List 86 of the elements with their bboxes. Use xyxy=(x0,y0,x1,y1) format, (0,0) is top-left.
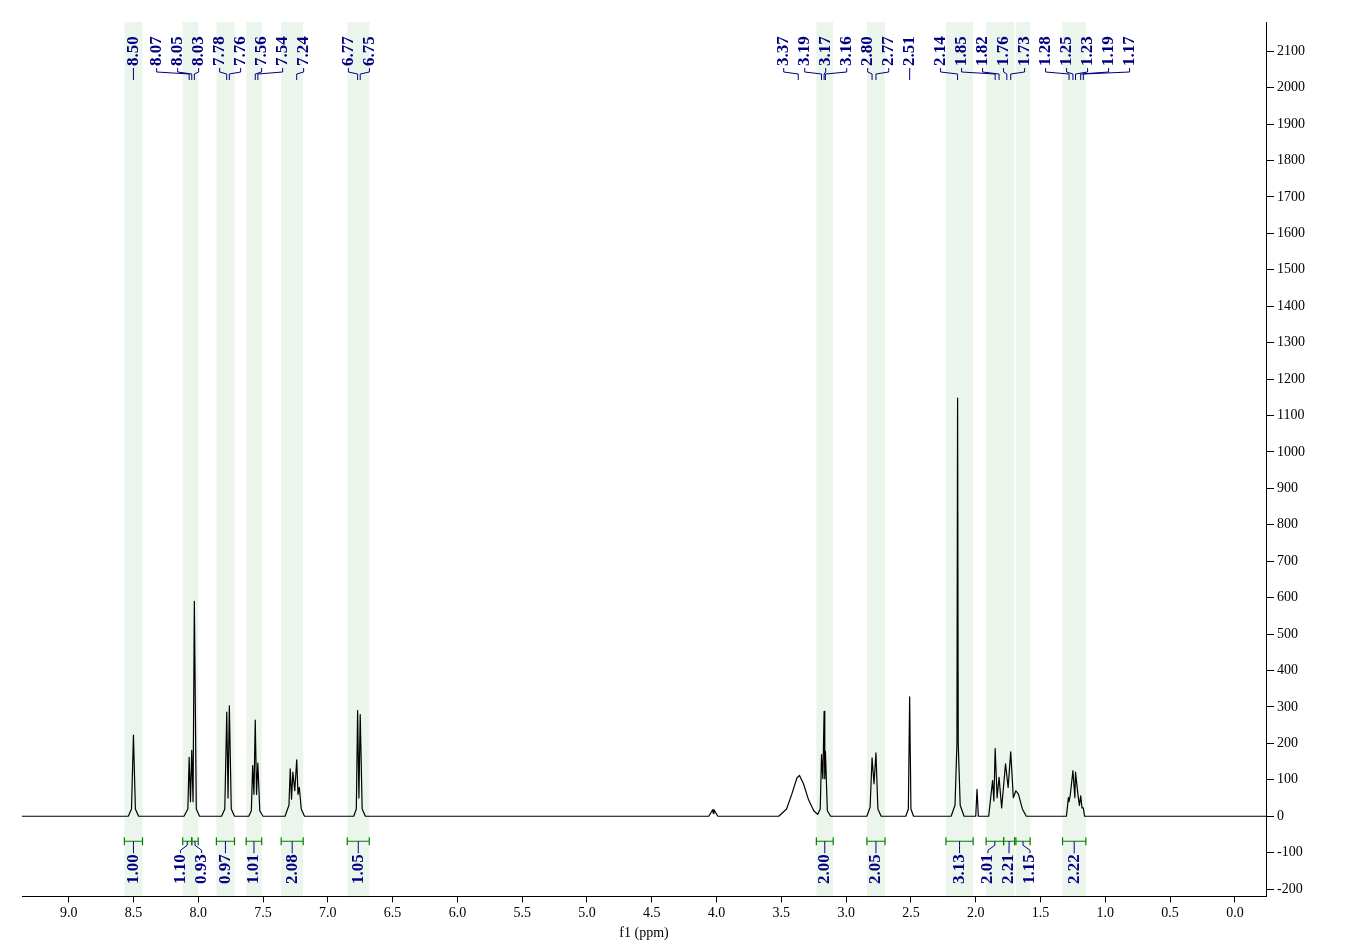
band-label: 1.05 xyxy=(347,854,367,884)
annotation: 2.80 xyxy=(857,36,877,66)
y-tick-label: 1700 xyxy=(1277,188,1305,204)
y-tick-label: 1400 xyxy=(1277,297,1305,313)
annotation: 6.75 xyxy=(358,36,378,66)
band-label: 2.01 xyxy=(977,854,997,884)
annotation: 1.82 xyxy=(971,36,991,66)
annotation: 3.16 xyxy=(836,36,856,66)
x-tick-label: 5.5 xyxy=(513,905,531,921)
annotation: 1.23 xyxy=(1076,36,1096,66)
y-tick-label: 1200 xyxy=(1277,370,1305,386)
band-label: 1.00 xyxy=(122,854,142,884)
annotation: 1.19 xyxy=(1097,36,1117,66)
annotation: 1.73 xyxy=(1013,36,1033,66)
y-tick-label: 1100 xyxy=(1277,407,1305,423)
x-tick-label: 8.5 xyxy=(124,905,143,921)
y-tick-label: 1800 xyxy=(1277,152,1305,168)
annotation: 7.56 xyxy=(251,36,271,66)
x-tick-label: 4.0 xyxy=(707,905,726,921)
annotation: 2.14 xyxy=(929,35,949,66)
x-tick-label: 5.0 xyxy=(578,905,596,921)
x-tick-label: 2.5 xyxy=(902,905,920,921)
band-label: 2.00 xyxy=(814,854,834,884)
band-label: 1.01 xyxy=(243,854,263,884)
x-tick-label: 0.0 xyxy=(1226,905,1244,921)
annotation: 8.50 xyxy=(122,36,142,66)
x-tick-label: 1.0 xyxy=(1096,905,1115,921)
y-tick-label: 1500 xyxy=(1277,261,1305,277)
annotation: 3.19 xyxy=(794,36,814,66)
x-tick-label: 1.5 xyxy=(1031,905,1050,921)
annotation: 8.03 xyxy=(188,36,208,66)
y-tick-label: 300 xyxy=(1277,698,1298,714)
x-tick-label: 8.0 xyxy=(189,905,207,921)
x-tick-label: 9.0 xyxy=(59,905,78,921)
annotation: 7.54 xyxy=(272,35,292,66)
annotation: 1.85 xyxy=(950,36,970,66)
band-label: 0.93 xyxy=(191,854,210,884)
y-tick-label: 400 xyxy=(1277,662,1298,678)
x-tick-label: 2.0 xyxy=(966,905,985,921)
y-tick-label: 1900 xyxy=(1277,115,1305,131)
y-tick-label: 1300 xyxy=(1277,334,1305,350)
band-label: 2.22 xyxy=(1063,854,1083,884)
annotation: 8.07 xyxy=(146,35,166,66)
y-tick-label: 700 xyxy=(1277,552,1298,568)
y-tick-label: 900 xyxy=(1277,480,1298,496)
y-tick-label: 1000 xyxy=(1277,443,1305,459)
annotation: 7.78 xyxy=(209,36,229,66)
y-tick-label: 600 xyxy=(1277,589,1298,605)
y-tick-label: 2100 xyxy=(1277,42,1305,58)
y-tick-label: 100 xyxy=(1277,771,1298,787)
x-tick-label: 0.5 xyxy=(1161,905,1179,921)
band-label: 0.97 xyxy=(214,853,234,884)
annotation: 3.17 xyxy=(815,35,835,66)
x-tick-label: 3.5 xyxy=(772,905,791,921)
annotation: 2.51 xyxy=(899,36,919,66)
x-axis-title: f1 (ppm) xyxy=(619,925,670,942)
annotation: 7.24 xyxy=(293,35,313,66)
x-tick-label: 3.0 xyxy=(837,905,855,921)
y-tick-label: 2000 xyxy=(1277,79,1305,95)
y-tick-label: 800 xyxy=(1277,516,1298,532)
annotation: 6.77 xyxy=(337,35,357,66)
band-label: 2.05 xyxy=(865,854,885,884)
annotation: 1.25 xyxy=(1055,36,1075,66)
annotation: 1.17 xyxy=(1118,35,1138,66)
y-tick-label: 500 xyxy=(1277,625,1298,641)
band-label: 2.21 xyxy=(998,854,1018,884)
x-tick-label: 7.5 xyxy=(254,905,272,921)
y-tick-label: -200 xyxy=(1277,880,1303,896)
annotation: 3.37 xyxy=(773,35,793,66)
annotation: 1.76 xyxy=(992,36,1012,66)
x-tick-label: 6.5 xyxy=(383,905,402,921)
y-tick-label: 1600 xyxy=(1277,224,1305,240)
x-tick-label: 7.0 xyxy=(319,905,337,921)
y-tick-label: 0 xyxy=(1277,807,1284,823)
annotation: 8.05 xyxy=(167,36,187,66)
y-tick-label: -100 xyxy=(1277,844,1303,860)
annotation: 7.76 xyxy=(230,36,250,66)
x-tick-label: 6.0 xyxy=(448,905,467,921)
annotation: 1.28 xyxy=(1034,36,1054,66)
band-label: 2.08 xyxy=(281,854,301,884)
annotation: 2.77 xyxy=(878,35,898,66)
x-tick-label: 4.5 xyxy=(643,905,661,921)
band-label: 1.10 xyxy=(170,854,189,884)
band-label: 1.15 xyxy=(1019,854,1039,884)
y-tick-label: 200 xyxy=(1277,735,1298,751)
band-label: 3.13 xyxy=(948,854,968,884)
